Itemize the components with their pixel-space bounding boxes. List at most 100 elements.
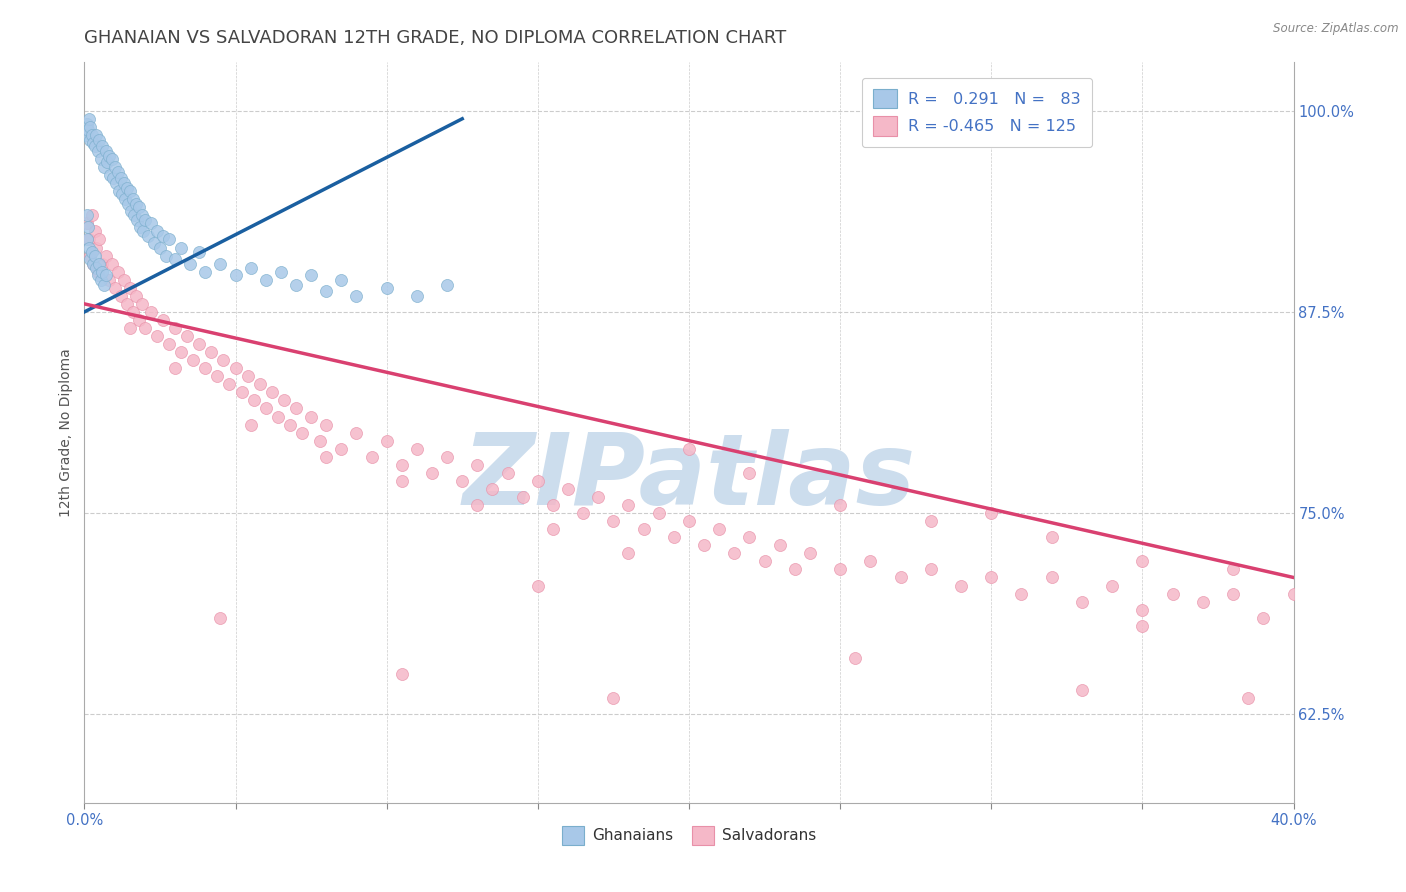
Point: [90, 152, 112, 166]
Point: [121, 192, 143, 206]
Point: [89, 133, 111, 147]
Point: [406, 289, 429, 303]
Point: [1222, 562, 1244, 576]
Text: ZIPatlas: ZIPatlas: [463, 428, 915, 525]
Point: [128, 200, 150, 214]
Point: [165, 321, 187, 335]
Point: [112, 176, 135, 190]
Point: [218, 377, 240, 392]
Point: [1071, 594, 1094, 608]
Point: [980, 570, 1002, 584]
Point: [330, 273, 353, 287]
Point: [77, 219, 100, 234]
Point: [146, 329, 169, 343]
Point: [157, 232, 180, 246]
Point: [360, 450, 382, 464]
Point: [1282, 586, 1305, 600]
Point: [86, 240, 108, 254]
Point: [117, 197, 139, 211]
Point: [1161, 586, 1184, 600]
Point: [118, 184, 141, 198]
Point: [260, 385, 283, 400]
Point: [859, 554, 882, 568]
Point: [512, 490, 534, 504]
Point: [91, 139, 114, 153]
Point: [648, 506, 671, 520]
Point: [94, 268, 117, 282]
Point: [738, 466, 761, 480]
Point: [602, 514, 624, 528]
Point: [80, 245, 103, 260]
Point: [1253, 610, 1275, 624]
Point: [617, 498, 640, 512]
Point: [1222, 586, 1244, 600]
Point: [94, 249, 117, 263]
Point: [738, 530, 761, 544]
Point: [107, 265, 129, 279]
Point: [75, 128, 97, 142]
Point: [152, 313, 174, 327]
Point: [82, 257, 104, 271]
Point: [125, 289, 148, 303]
Point: [108, 184, 131, 198]
Point: [212, 353, 235, 368]
Point: [76, 232, 98, 246]
Point: [93, 160, 115, 174]
Point: [110, 171, 132, 186]
Point: [285, 277, 308, 292]
Point: [225, 268, 247, 282]
Point: [84, 249, 107, 263]
Point: [136, 229, 159, 244]
Point: [830, 562, 852, 576]
Point: [267, 409, 290, 424]
Point: [315, 417, 337, 432]
Point: [436, 277, 458, 292]
Point: [79, 252, 101, 266]
Point: [451, 474, 474, 488]
Point: [89, 232, 111, 246]
Point: [157, 337, 180, 351]
Point: [254, 273, 277, 287]
Point: [170, 240, 193, 254]
Y-axis label: 12th Grade, No Diploma: 12th Grade, No Diploma: [59, 348, 73, 517]
Point: [87, 144, 110, 158]
Point: [270, 265, 292, 279]
Point: [1011, 586, 1033, 600]
Point: [299, 409, 322, 424]
Point: [844, 651, 866, 665]
Point: [84, 139, 107, 153]
Point: [107, 165, 129, 179]
Point: [82, 136, 104, 150]
Text: GHANAIAN VS SALVADORAN 12TH GRADE, NO DIPLOMA CORRELATION CHART: GHANAIAN VS SALVADORAN 12TH GRADE, NO DI…: [84, 29, 786, 47]
Legend: Ghanaians, Salvadorans: Ghanaians, Salvadorans: [555, 820, 823, 851]
Point: [830, 498, 852, 512]
Point: [436, 450, 458, 464]
Point: [142, 235, 165, 250]
Point: [1040, 530, 1063, 544]
Text: Source: ZipAtlas.com: Source: ZipAtlas.com: [1274, 22, 1399, 36]
Point: [96, 155, 118, 169]
Point: [693, 538, 716, 552]
Point: [291, 425, 314, 440]
Point: [723, 546, 745, 560]
Point: [115, 181, 138, 195]
Point: [541, 522, 564, 536]
Point: [131, 208, 153, 222]
Point: [678, 442, 700, 456]
Point: [346, 425, 368, 440]
Point: [527, 578, 550, 592]
Point: [406, 442, 429, 456]
Point: [309, 434, 332, 448]
Point: [91, 257, 114, 271]
Point: [104, 160, 127, 174]
Point: [188, 337, 211, 351]
Point: [1040, 570, 1063, 584]
Point: [181, 353, 204, 368]
Point: [375, 281, 398, 295]
Point: [783, 562, 806, 576]
Point: [165, 361, 187, 376]
Point: [118, 321, 141, 335]
Point: [572, 506, 595, 520]
Point: [557, 482, 579, 496]
Point: [105, 176, 128, 190]
